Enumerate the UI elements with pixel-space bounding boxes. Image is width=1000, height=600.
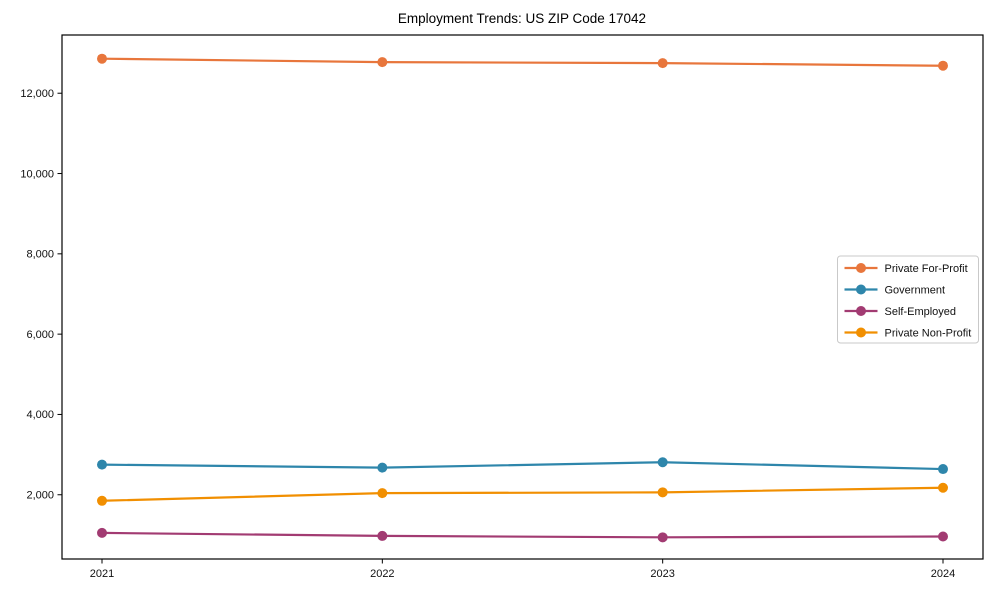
legend-marker-government bbox=[856, 284, 866, 295]
series-line-self-employed bbox=[101, 531, 944, 539]
legend-label-private-for-profit: Private For-Profit bbox=[885, 263, 968, 275]
legend-marker-self-employed bbox=[856, 306, 866, 316]
series-marker-private-non-profit bbox=[938, 482, 948, 493]
legend-label-self-employed: Self-Employed bbox=[885, 306, 957, 318]
y-tick-label: 10,000 bbox=[20, 168, 54, 180]
legend-marker-private-for-profit bbox=[856, 263, 866, 273]
series-marker-self-employed bbox=[657, 532, 668, 543]
plot-border bbox=[61, 34, 984, 560]
legend-marker-private-non-profit bbox=[856, 327, 866, 338]
y-tick-label: 8,000 bbox=[26, 249, 54, 261]
x-tick-label: 2024 bbox=[931, 568, 955, 580]
y-tick-label: 4,000 bbox=[26, 409, 54, 421]
series-marker-private-for-profit bbox=[377, 57, 388, 68]
y-tick-label: 6,000 bbox=[26, 329, 54, 341]
series-line-private-for-profit bbox=[101, 57, 944, 67]
y-tick-label: 12,000 bbox=[20, 88, 54, 100]
series-marker-private-for-profit bbox=[938, 60, 948, 71]
legend-label-government: Government bbox=[885, 284, 946, 296]
series-marker-self-employed bbox=[377, 530, 388, 541]
series-marker-private-non-profit bbox=[657, 487, 668, 498]
series-marker-self-employed bbox=[938, 531, 948, 542]
x-tick-label: 2021 bbox=[90, 568, 114, 580]
series-line-government bbox=[101, 461, 944, 471]
legend-label-private-non-profit: Private Non-Profit bbox=[885, 327, 972, 339]
series-marker-government bbox=[657, 457, 668, 468]
y-tick-label: 2,000 bbox=[26, 490, 54, 502]
series-marker-government bbox=[97, 459, 107, 470]
x-tick-label: 2023 bbox=[650, 568, 674, 580]
chart-legend bbox=[837, 255, 979, 344]
chart-title: Employment Trends: US ZIP Code 17042 bbox=[398, 11, 646, 26]
series-marker-government bbox=[377, 462, 388, 473]
series-marker-private-non-profit bbox=[97, 495, 107, 506]
series-line-private-non-profit bbox=[101, 486, 944, 502]
series-marker-private-non-profit bbox=[377, 488, 388, 499]
x-tick-label: 2022 bbox=[370, 568, 394, 580]
series-marker-private-for-profit bbox=[657, 58, 668, 69]
series-marker-government bbox=[938, 464, 948, 475]
series-marker-private-for-profit bbox=[97, 53, 107, 64]
series-marker-self-employed bbox=[97, 527, 107, 538]
